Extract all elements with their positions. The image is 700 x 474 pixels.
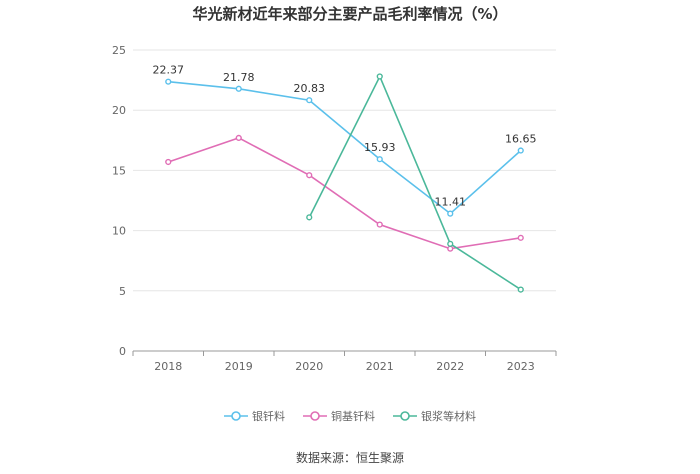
x-tick-label: 2020 [295,360,323,373]
axes: 0 5 10 15 20 25 2018 2019 2020 2021 2022 2023 [112,44,557,373]
x-tick-label: 2018 [154,360,182,373]
x-tick-label: 2019 [225,360,253,373]
data-label: 11.41 [435,196,467,209]
data-point[interactable] [376,221,383,228]
data-point[interactable] [447,240,454,247]
data-point[interactable] [447,210,454,217]
legend-label: 铜基钎料 [331,410,375,423]
series-line [168,80,522,215]
data-point[interactable] [165,158,172,166]
data-point[interactable] [306,97,313,104]
series-line [308,74,522,291]
grid-lines [133,49,556,292]
data-label: 21.78 [223,71,255,84]
x-tick-label: 2022 [436,360,464,373]
series-line [168,137,521,250]
data-point[interactable] [165,78,172,85]
data-point[interactable] [517,286,524,293]
data-point[interactable] [376,73,383,80]
y-tick-label: 10 [112,225,126,238]
series [165,73,524,293]
y-tick-label: 20 [112,104,126,117]
legend-item[interactable]: 铜基钎料 [303,408,375,424]
y-tick-label: 25 [112,44,126,57]
data-point[interactable] [306,214,313,221]
legend-item[interactable]: 银钎料 [224,408,285,424]
legend-label: 银钎料 [252,410,285,423]
legend: 银钎料 铜基钎料 银浆等材料 [0,408,700,424]
legend-swatch-icon [393,411,417,421]
legend-swatch-icon [303,411,327,421]
data-point[interactable] [517,147,524,154]
x-tick-label: 2023 [507,360,535,373]
legend-label: 银浆等材料 [421,410,476,423]
data-label: 16.65 [505,133,537,146]
y-tick-label: 0 [119,345,126,358]
data-point[interactable] [517,234,524,241]
x-tick-label: 2021 [366,360,394,373]
data-point[interactable] [306,172,313,179]
data-point[interactable] [447,245,454,252]
chart-title: 华光新材近年来部分主要产品毛利率情况（%） [192,5,508,23]
legend-swatch-icon [224,411,248,421]
data-labels: 22.37 21.78 20.83 15.93 11.41 16.65 [153,64,537,209]
data-label: 15.93 [364,141,396,154]
data-source: 数据来源：恒生聚源 [295,451,404,465]
data-point[interactable] [376,156,383,163]
y-tick-label: 15 [112,164,126,177]
y-tick-label: 5 [119,285,126,298]
data-label: 20.83 [294,82,326,95]
data-label: 22.37 [153,64,185,77]
data-point[interactable] [235,85,242,92]
legend-item[interactable]: 银浆等材料 [393,408,476,424]
data-point[interactable] [235,134,242,141]
